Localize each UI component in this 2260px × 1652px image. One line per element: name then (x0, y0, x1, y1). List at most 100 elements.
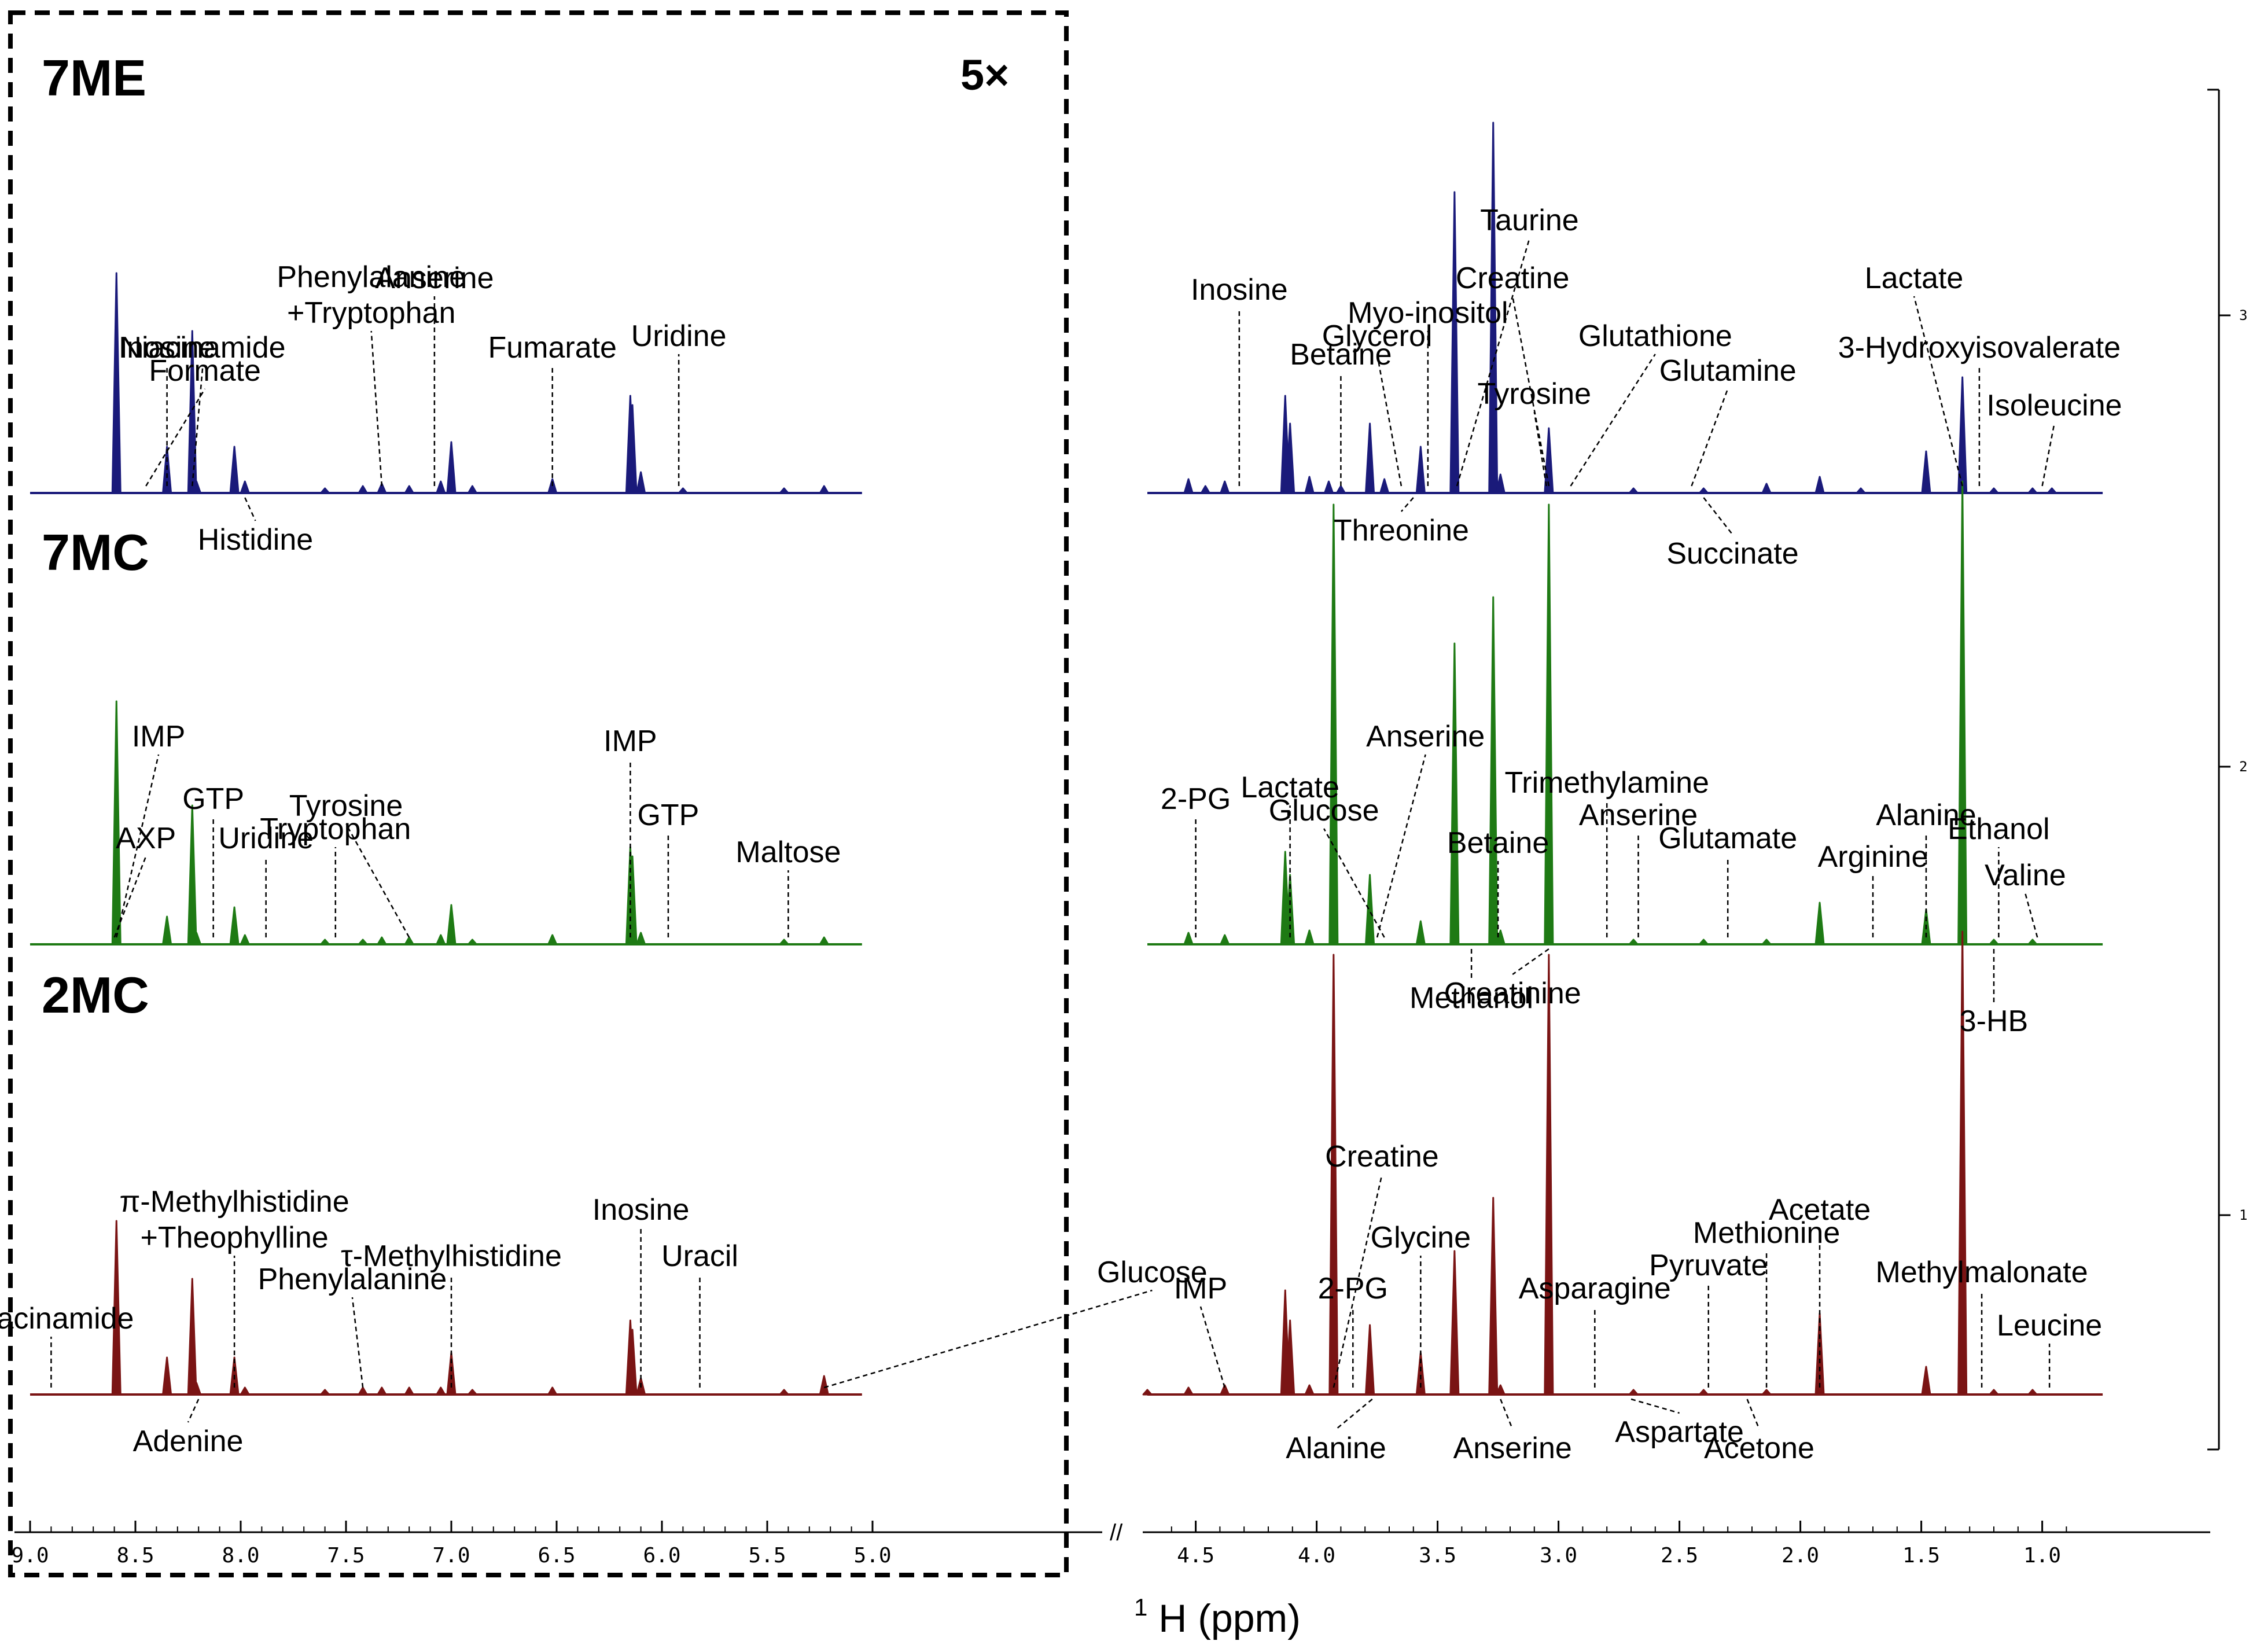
leader-tc-imp (1199, 1306, 1225, 1388)
peak-2mc-r12 (1544, 954, 1554, 1396)
spectrum-7me (30, 122, 2103, 494)
peak-2mc-r17 (1921, 1366, 1931, 1396)
label-mc-trimethylamine: Trimethylamine (1504, 766, 1709, 800)
peak-2mc-l7 (358, 1386, 368, 1396)
peak-2mc-l13 (547, 1386, 558, 1396)
leader-mc-axp (113, 856, 147, 938)
label-mc-glucose: Glucose (1269, 794, 1379, 827)
label-tc-imp: IMP (1174, 1272, 1227, 1305)
peak-7mc-r8 (1449, 642, 1460, 945)
annotation-layer: FormateInosineNiacinamideHistidinePhenyl… (0, 204, 2122, 1465)
leader-me-glycerol (1376, 354, 1403, 487)
peak-2mc-r8 (1415, 1352, 1426, 1396)
label-me-threonine: Threonine (1334, 514, 1469, 547)
x-tick-label-12: 3.0 (1540, 1544, 1577, 1568)
peak-7me-r15 (1628, 487, 1639, 494)
x-tick-label-7: 5.5 (748, 1544, 786, 1568)
label-mc-2pg: 2-PG (1161, 782, 1231, 816)
peak-7mc-l16 (636, 932, 646, 945)
peak-7me-l11 (446, 441, 457, 494)
label-me-phetrp: Phenylalanine +Tryptophan (277, 260, 466, 330)
label-tc-glycine: Glycine (1371, 1221, 1471, 1254)
label-mc-glutamate: Glutamate (1658, 822, 1797, 855)
peak-2mc-l9 (404, 1386, 414, 1396)
x-tick-label-11: 3.5 (1419, 1544, 1456, 1568)
label-tc-niacinamide: Niacinamide (0, 1302, 134, 1335)
label-mc-methanol: Methanol (1409, 981, 1533, 1015)
x-tick-label-9: 4.5 (1177, 1544, 1214, 1568)
peak-7mc-r18 (1989, 939, 1999, 945)
peak-7me-r7 (1335, 485, 1346, 494)
peak-2mc-r9 (1449, 1250, 1460, 1396)
right-tick-label-2: 1 (2239, 1207, 2247, 1223)
peak-7mc-l0 (111, 700, 122, 945)
peak-7mc-r0 (1183, 932, 1194, 945)
peak-7mc-r7 (1415, 920, 1426, 945)
x-tick-label-14: 2.0 (1782, 1544, 1819, 1568)
label-me-creatine: Creatine (1456, 262, 1570, 295)
label-me-glutathione: Glutathione (1578, 319, 1732, 353)
peak-7me-l9 (404, 485, 414, 494)
peak-7mc-r17 (1957, 480, 1968, 945)
peak-2mc-l1 (162, 1356, 172, 1396)
spectra-layer (30, 122, 2103, 1396)
label-tc-phe: Phenylalanine (258, 1263, 447, 1296)
label-me-myo: Myo-inositol (1348, 296, 1508, 330)
peak-7mc-l4 (229, 906, 240, 945)
peak-7mc-r12 (1628, 939, 1639, 945)
leader-me-taurine (1456, 238, 1530, 487)
peak-7me-r12 (1488, 122, 1499, 494)
peak-7mc-r4 (1304, 929, 1315, 945)
x-axis-title-superscript: 1 (1134, 1594, 1147, 1621)
peak-2mc-l10 (436, 1386, 446, 1396)
peak-7me-r0 (1183, 478, 1194, 494)
peak-2mc-r15 (1761, 1389, 1772, 1396)
peak-2mc-r7 (1365, 1324, 1375, 1396)
peak-7mc-l1 (162, 915, 172, 945)
leader-me-formate (145, 388, 206, 487)
label-me-lactate: Lactate (1865, 262, 1964, 295)
peak-7mc-r5 (1328, 503, 1339, 945)
peak-7me-l8 (377, 483, 387, 494)
label-me-3hiv: 3-Hydroxyisovalerate (1838, 331, 2121, 365)
label-me-histidine: Histidine (198, 523, 313, 557)
peak-7me-l6 (320, 487, 330, 494)
peak-7mc-l13 (547, 934, 558, 945)
peak-7me-r6 (1324, 480, 1334, 494)
peak-7me-r10 (1415, 446, 1426, 494)
leader-mc-glucose (1323, 828, 1385, 938)
peak-7me-r24 (2046, 487, 2057, 494)
x-axis-title-text: H (ppm) (1158, 1596, 1301, 1640)
label-tc-anserine: Anserine (1453, 1432, 1572, 1465)
peak-7me-r13 (1495, 473, 1506, 494)
peak-7me-r23 (2027, 487, 2038, 494)
peak-2mc-l18 (819, 1375, 829, 1396)
peak-2mc-r5 (1304, 1384, 1315, 1396)
peak-7me-l12 (467, 485, 477, 494)
spectrum-2mc (30, 930, 2103, 1396)
leader-mc-anserine (1376, 754, 1426, 938)
label-mc-creatinine: Creatinine (1444, 977, 1581, 1010)
peak-7me-l4 (229, 446, 240, 494)
panel-label-2mc: 2MC (42, 966, 149, 1024)
peak-2mc-l3 (192, 1382, 202, 1396)
leader-me-threonine (1400, 497, 1414, 512)
peak-2mc-r0 (1142, 1389, 1153, 1396)
peak-7me-l7 (358, 485, 368, 494)
peak-7mc-l12 (467, 939, 477, 945)
label-tc-aspartate: Aspartate (1615, 1415, 1744, 1449)
x-tick-label-3: 7.5 (327, 1544, 365, 1568)
leader-tc-alanine (1335, 1399, 1373, 1430)
leader-mc-creatinine (1512, 948, 1549, 976)
label-me-anserine: Anserine (375, 262, 494, 295)
label-tc-alanine: Alanine (1286, 1432, 1386, 1465)
peak-7me-l0 (111, 272, 122, 494)
peak-2mc-r14 (1698, 1389, 1709, 1396)
leader-me-histidine (244, 497, 256, 521)
label-me-taurine: Taurine (1480, 204, 1579, 237)
peak-2mc-l5 (240, 1386, 250, 1396)
label-me-fumarate: Fumarate (488, 331, 617, 365)
label-mc-tryptophan: Tryptophan (260, 812, 411, 846)
peak-7me-l17 (678, 487, 688, 494)
